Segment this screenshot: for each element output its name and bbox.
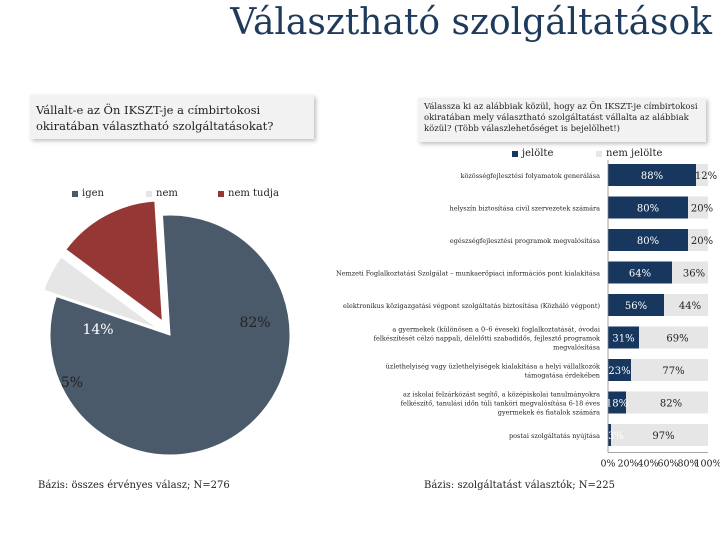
bar-segment-nem-jelolte [672, 261, 708, 284]
bar-value-label-nem-jelolte: 20% [691, 236, 713, 247]
bar-segment-nem-jelolte [626, 391, 708, 414]
bar-category-line: támogatása érdekében [525, 372, 600, 380]
bar-category-label: Nemzeti Foglalkoztatási Szolgálat – munk… [336, 269, 600, 278]
legend-label: igen [82, 188, 104, 199]
bar-x-tick-label: 60% [657, 459, 678, 470]
bar-category-line: üzlethelyiség vagy üzlethelyiségek kiala… [386, 363, 600, 371]
left-question: Vállalt-e az Ön IKSZT-je a címbirtokosi … [36, 103, 274, 133]
legend-swatch [596, 150, 602, 157]
pie-legend-item-nem-tudja: nem tudja [218, 188, 279, 199]
bar-segment-nem-jelolte [696, 164, 708, 186]
bar-value-label-nem-jelolte: 69% [666, 334, 688, 345]
legend-swatch [146, 190, 152, 197]
bar-value-label-jelolte: 56% [625, 301, 647, 312]
bar-category-label: közösségfejlesztési folyamatok generálás… [461, 172, 601, 180]
legend-swatch [218, 190, 224, 197]
pie-slice-nem [43, 256, 158, 329]
bar-chart: közösségfejlesztési folyamatok generálás… [336, 160, 720, 470]
bar-category-line: közösségfejlesztési folyamatok generálás… [461, 172, 601, 180]
bar-x-tick-label: 20% [617, 459, 638, 470]
left-question-box [30, 95, 314, 139]
right-question-box [418, 98, 706, 142]
bar-category-line: a gyermekek (különösen a 0–6 évesek) fog… [392, 326, 600, 334]
bar-category-line: postai szolgáltatás nyújtása [509, 432, 600, 440]
bar-category-line: felkészítő, tanulási időn túli tanköri m… [401, 399, 600, 408]
legend-swatch [512, 150, 518, 157]
bar-category-line: Nemzeti Foglalkoztatási Szolgálat – munk… [336, 269, 600, 278]
bar-segment-nem-jelolte [611, 424, 708, 446]
bar-value-label-nem-jelolte: 44% [679, 301, 701, 312]
bar-segment-jelolte [608, 294, 664, 316]
bar-value-label-jelolte: 3% [608, 431, 624, 442]
bar-category-line: egészségfejlesztési programok megvalósít… [450, 237, 600, 245]
bar-segment-nem-jelolte [631, 359, 708, 381]
bar-segment-nem-jelolte [688, 196, 708, 219]
bar-value-label-jelolte: 80% [637, 204, 659, 215]
bar-legend-item-nem-jelolte: nem jelölte [596, 148, 662, 159]
pie-legend-item-nem: nem [146, 188, 178, 199]
bar-value-label-nem-jelolte: 82% [660, 399, 682, 410]
bar-value-label-nem-jelolte: 12% [695, 171, 717, 182]
pie-label-nem: 5% [61, 375, 83, 391]
bar-value-label-nem-jelolte: 77% [662, 366, 684, 377]
legend-label: nem jelölte [606, 148, 663, 159]
bar-x-tick-label: 80% [677, 459, 698, 470]
bar-value-label-jelolte: 64% [629, 269, 651, 280]
bar-segment-jelolte [608, 424, 611, 446]
legend-label: nem tudja [228, 188, 279, 199]
bar-segment-jelolte [608, 261, 672, 284]
bar-value-label-jelolte: 23% [608, 366, 630, 377]
bar-segment-nem-jelolte [639, 326, 708, 349]
pie-slice-igen [49, 214, 291, 456]
bar-value-label-jelolte: 31% [612, 334, 634, 345]
bar-category-line: megvalósítása [553, 344, 600, 352]
legend-label: jelölte [522, 148, 554, 159]
bar-category-label: elektronikus közigazgatási végpont szolg… [343, 302, 600, 310]
left-base-note: Bázis: összes érvényes válasz; N=276 [38, 480, 230, 491]
bar-category-line: helyszín biztosítása civil szervezetek s… [450, 205, 601, 213]
pie-legend-item-igen: igen [72, 188, 104, 199]
pie-chart: 82% 5% 14% [43, 200, 291, 456]
page-title: Választható szolgáltatások [230, 2, 712, 43]
pie-label-nem-tudja: 14% [82, 322, 113, 338]
right-question: Válassza ki az alábbiak közül, hogy az Ö… [424, 102, 698, 134]
bar-segment-jelolte [608, 391, 626, 414]
bar-x-tick-label: 100% [694, 459, 720, 470]
bar-legend-item-jelolte: jelölte [512, 148, 553, 159]
bar-category-label: az iskolai felzárkózást segítő, a középi… [401, 390, 600, 417]
bar-segment-jelolte [608, 196, 688, 219]
bar-value-label-nem-jelolte: 97% [652, 431, 674, 442]
bar-category-label: helyszín biztosítása civil szervezetek s… [450, 205, 601, 213]
pie-slice-nem-tudja [65, 200, 163, 322]
pie-label-igen: 82% [239, 315, 270, 331]
bar-value-label-jelolte: 18% [606, 399, 628, 410]
bar-category-label: postai szolgáltatás nyújtása [509, 432, 600, 440]
bar-category-line: elektronikus közigazgatási végpont szolg… [343, 302, 600, 310]
bar-segment-jelolte [608, 164, 696, 186]
bar-category-line: gyermekek és fiatalok számára [498, 409, 600, 417]
bar-value-label-nem-jelolte: 20% [691, 204, 713, 215]
bar-value-label-jelolte: 88% [641, 171, 663, 182]
bar-category-label: üzlethelyiség vagy üzlethelyiségek kiala… [386, 363, 600, 380]
bar-x-tick-label: 40% [637, 459, 658, 470]
bar-category-line: felkészítését célzó nappali, délelőtti s… [374, 334, 600, 343]
bar-category-label: egészségfejlesztési programok megvalósít… [450, 237, 600, 245]
bar-category-line: az iskolai felzárkózást segítő, a középi… [403, 390, 600, 399]
bar-segment-jelolte [608, 359, 631, 381]
bar-segment-jelolte [608, 229, 688, 251]
bar-value-label-nem-jelolte: 36% [683, 269, 705, 280]
legend-swatch [72, 190, 78, 197]
bar-segment-nem-jelolte [664, 294, 708, 316]
legend-label: nem [156, 188, 178, 199]
bar-category-label: a gyermekek (különösen a 0–6 évesek) fog… [374, 326, 601, 352]
bar-segment-nem-jelolte [688, 229, 708, 251]
right-base-note: Bázis: szolgáltatást választók; N=225 [424, 480, 615, 491]
bar-segment-jelolte [608, 326, 639, 349]
bar-x-tick-label: 0% [600, 459, 615, 470]
bar-value-label-jelolte: 80% [637, 236, 659, 247]
